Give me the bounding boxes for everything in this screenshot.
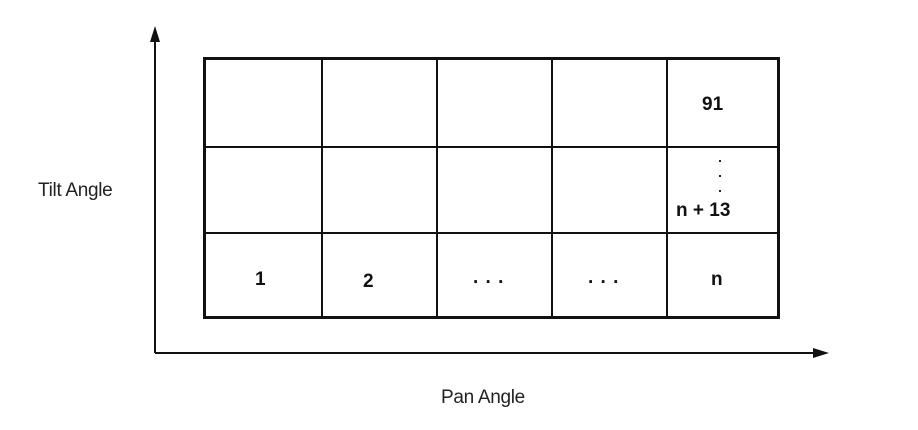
grid-column-divider [321, 60, 323, 316]
grid-column-divider [666, 60, 668, 316]
y-axis-label: Tilt Angle [38, 180, 113, 201]
x-axis-arrowhead [813, 348, 829, 358]
x-axis-label: Pan Angle [441, 387, 525, 408]
grid-row-divider [206, 232, 777, 234]
ellipsis-dot [719, 160, 721, 162]
y-axis-arrowhead [150, 26, 160, 42]
cell-bottom-n: n [711, 269, 723, 290]
grid-row-divider [206, 146, 777, 148]
ellipsis-dot [719, 175, 721, 177]
pan-tilt-grid: 91 n + 13 1 2 . . . . . . n [203, 57, 780, 319]
cell-bottom-4: . . . [588, 267, 620, 288]
cell-bottom-1: 1 [255, 269, 266, 290]
cell-bottom-3: . . . [473, 267, 505, 288]
cell-middle-right: n + 13 [676, 200, 731, 221]
grid-column-divider [551, 60, 553, 316]
cell-bottom-2: 2 [363, 271, 374, 292]
ellipsis-dot [719, 190, 721, 192]
cell-top-right: 91 [702, 94, 724, 115]
grid-column-divider [436, 60, 438, 316]
